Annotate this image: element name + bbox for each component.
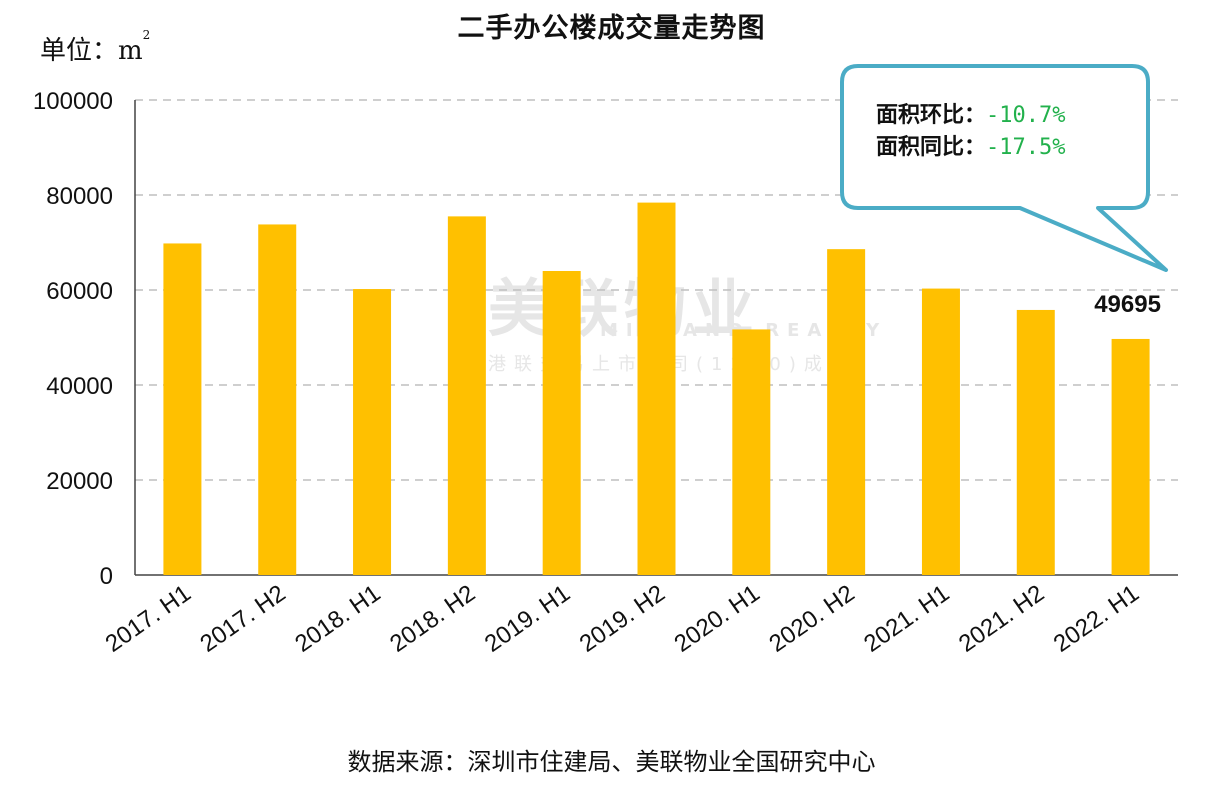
callout-line-2: 面积同比：-17.5% xyxy=(876,132,1066,164)
qoq-value: -10.7% xyxy=(986,103,1066,128)
source-note: 数据来源：深圳市住建局、美联物业全国研究中心 xyxy=(347,748,876,776)
callout-bubble xyxy=(840,64,1168,272)
y-tick-label: 0 xyxy=(100,563,113,590)
bar xyxy=(1111,338,1150,575)
y-tick-label: 60000 xyxy=(46,278,113,305)
yoy-value: -17.5% xyxy=(986,135,1066,160)
watermark-brand: 美联物业 xyxy=(488,272,761,345)
x-tick-label: 2017. H1 xyxy=(101,580,196,658)
bar xyxy=(637,202,676,575)
y-tick-label: 20000 xyxy=(46,468,113,495)
bar xyxy=(447,216,486,575)
bar xyxy=(163,243,202,575)
bar xyxy=(1016,309,1055,575)
x-tick-label: 2018. H1 xyxy=(290,580,385,658)
unit-superscript: 2 xyxy=(142,28,151,42)
bar xyxy=(258,224,297,575)
x-tick-label: 2018. H2 xyxy=(385,580,480,658)
bar xyxy=(542,271,581,575)
x-tick-label: 2021. H1 xyxy=(859,580,954,658)
x-tick-label: 2017. H2 xyxy=(195,580,290,658)
x-tick-label: 2019. H2 xyxy=(575,580,670,658)
yoy-label: 面积同比： xyxy=(876,135,987,160)
bar xyxy=(921,288,960,575)
x-tick-label: 2022. H1 xyxy=(1049,580,1144,658)
x-tick-label: 2021. H2 xyxy=(954,580,1049,658)
callout-text: 面积环比：-10.7% 面积同比：-17.5% xyxy=(876,100,1066,164)
bar xyxy=(353,289,392,575)
x-tick-label: 2020. H2 xyxy=(764,580,859,658)
callout-line-1: 面积环比：-10.7% xyxy=(876,100,1066,132)
qoq-label: 面积环比： xyxy=(876,103,987,128)
y-tick-label: 40000 xyxy=(46,373,113,400)
x-tick-label: 2019. H1 xyxy=(480,580,575,658)
unit-text: 单位：m xyxy=(40,36,143,66)
chart-title: 二手办公楼成交量走势图 xyxy=(457,13,766,44)
y-tick-label: 80000 xyxy=(46,183,113,210)
x-tick-label: 2020. H1 xyxy=(669,580,764,658)
bar xyxy=(732,329,771,575)
bar xyxy=(827,249,866,575)
unit-label: 单位：m2 xyxy=(40,28,151,67)
data-label: 49695 xyxy=(1094,291,1161,318)
y-tick-label: 100000 xyxy=(33,88,113,115)
